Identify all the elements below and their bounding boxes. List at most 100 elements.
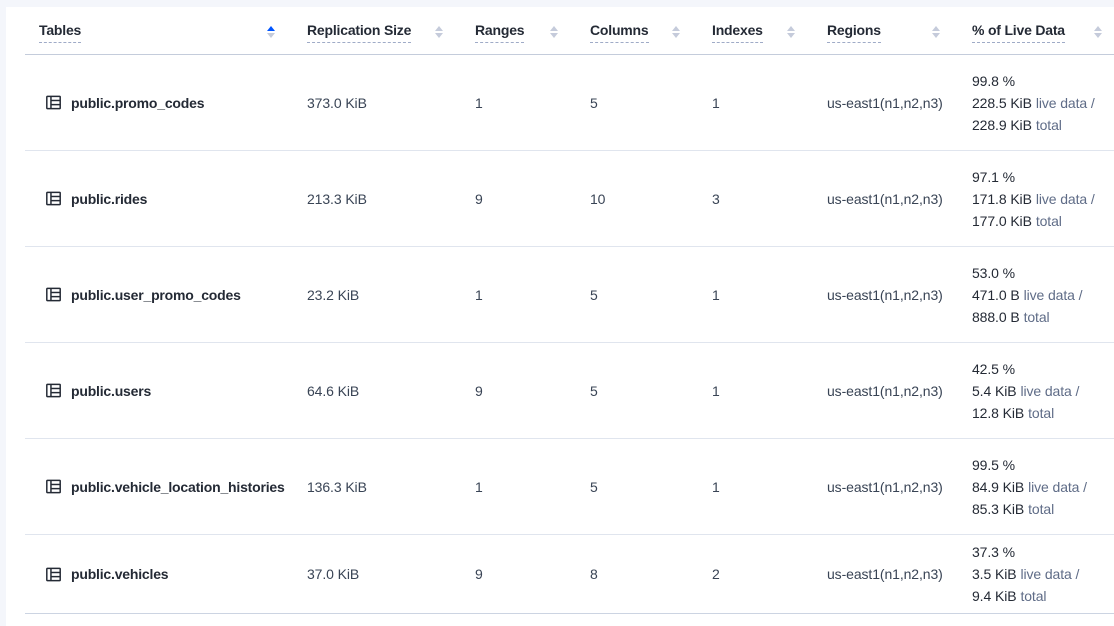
- column-header-label[interactable]: Tables: [39, 22, 81, 43]
- table-row[interactable]: public.promo_codes 373.0 KiB 1 5 1 us-ea…: [25, 55, 1114, 151]
- sort-icon[interactable]: [550, 26, 558, 38]
- total-size-label: total: [1035, 212, 1062, 229]
- live-size-label: live data /: [1035, 190, 1095, 207]
- total-size-value: 177.0 KiB: [972, 212, 1032, 229]
- table-name-link[interactable]: public.rides: [71, 190, 148, 207]
- live-data-line: 228.5 KiB live data /: [972, 92, 1102, 114]
- total-size-value: 12.8 KiB: [972, 404, 1025, 421]
- live-size-label: live data /: [1035, 94, 1095, 111]
- live-percent: 53.0 %: [972, 264, 1015, 281]
- sort-icon[interactable]: [267, 26, 275, 38]
- indexes-cell: 1: [712, 382, 720, 399]
- ranges-cell: 9: [475, 566, 483, 582]
- live-data-cell: 99.5 % 84.9 KiB live data / 85.3 KiB total: [952, 454, 1114, 520]
- live-size-value: 171.8 KiB: [972, 190, 1032, 207]
- column-header-label[interactable]: % of Live Data: [972, 22, 1065, 43]
- table-name-link[interactable]: public.user_promo_codes: [71, 286, 241, 303]
- column-header-label[interactable]: Replication Size: [307, 22, 411, 43]
- table-icon: [45, 566, 62, 583]
- live-percent: 99.5 %: [972, 456, 1015, 473]
- indexes-cell: 1: [712, 286, 720, 303]
- column-header-live-data[interactable]: % of Live Data: [952, 7, 1114, 54]
- table-row[interactable]: public.rides 213.3 KiB 9 10 3 us-east1(n…: [25, 151, 1114, 247]
- sort-up-arrow-icon: [550, 26, 558, 31]
- sort-up-arrow-icon: [1094, 26, 1102, 31]
- total-size-label: total: [1035, 116, 1062, 133]
- table-name-cell[interactable]: public.vehicle_location_histories: [25, 478, 287, 495]
- live-data-line: 84.9 KiB live data /: [972, 476, 1102, 498]
- live-data-cell: 37.3 % 3.5 KiB live data / 9.4 KiB total: [952, 541, 1114, 607]
- column-header-label[interactable]: Regions: [827, 22, 881, 43]
- table-header-row: Tables Replication Size Ranges Columns I…: [25, 7, 1114, 55]
- live-size-value: 3.5 KiB: [972, 566, 1017, 582]
- replication-size-cell: 23.2 KiB: [307, 286, 360, 303]
- sort-up-arrow-icon: [787, 26, 795, 31]
- table-name-link[interactable]: public.vehicle_location_histories: [71, 478, 285, 495]
- total-data-line: 177.0 KiB total: [972, 210, 1102, 232]
- column-header-label[interactable]: Ranges: [475, 22, 525, 43]
- table-row[interactable]: public.users 64.6 KiB 9 5 1 us-east1(n1,…: [25, 343, 1114, 439]
- regions-cell: us-east1(n1,n2,n3): [827, 286, 943, 303]
- column-header-columns[interactable]: Columns: [570, 7, 692, 54]
- regions-cell: us-east1(n1,n2,n3): [827, 190, 943, 207]
- live-size-value: 471.0 B: [972, 286, 1020, 303]
- total-size-label: total: [1023, 308, 1050, 325]
- sort-up-arrow-icon: [932, 26, 940, 31]
- sort-down-arrow-icon: [267, 33, 275, 38]
- sort-icon[interactable]: [435, 26, 443, 38]
- table-name-cell[interactable]: public.rides: [25, 190, 287, 207]
- table-name-link[interactable]: public.vehicles: [71, 566, 169, 582]
- sort-down-arrow-icon: [787, 33, 795, 38]
- column-header-tables[interactable]: Tables: [25, 7, 287, 54]
- column-header-label[interactable]: Indexes: [712, 22, 763, 43]
- total-size-label: total: [1028, 404, 1055, 421]
- column-header-ranges[interactable]: Ranges: [455, 7, 570, 54]
- table-icon: [45, 94, 62, 111]
- total-data-line: 12.8 KiB total: [972, 402, 1102, 424]
- total-size-label: total: [1028, 500, 1055, 517]
- live-percent: 37.3 %: [972, 544, 1015, 560]
- sort-down-arrow-icon: [672, 33, 680, 38]
- sort-down-arrow-icon: [932, 33, 940, 38]
- table-row[interactable]: public.user_promo_codes 23.2 KiB 1 5 1 u…: [25, 247, 1114, 343]
- regions-cell: us-east1(n1,n2,n3): [827, 566, 943, 582]
- live-size-value: 228.5 KiB: [972, 94, 1032, 111]
- table-name-cell[interactable]: public.user_promo_codes: [25, 286, 287, 303]
- column-header-regions[interactable]: Regions: [807, 7, 952, 54]
- replication-size-cell: 373.0 KiB: [307, 94, 367, 111]
- sort-icon[interactable]: [1094, 26, 1102, 38]
- table-row[interactable]: public.vehicles 37.0 KiB 9 8 2 us-east1(…: [25, 535, 1114, 614]
- column-header-indexes[interactable]: Indexes: [692, 7, 807, 54]
- live-data-cell: 42.5 % 5.4 KiB live data / 12.8 KiB total: [952, 358, 1114, 424]
- sort-icon[interactable]: [672, 26, 680, 38]
- indexes-cell: 3: [712, 190, 720, 207]
- columns-cell: 5: [590, 286, 598, 303]
- column-header-label[interactable]: Columns: [590, 22, 649, 43]
- live-size-value: 84.9 KiB: [972, 478, 1025, 495]
- total-data-line: 228.9 KiB total: [972, 114, 1102, 136]
- table-name-cell[interactable]: public.users: [25, 382, 287, 399]
- table-name-cell[interactable]: public.promo_codes: [25, 94, 287, 111]
- regions-cell: us-east1(n1,n2,n3): [827, 478, 943, 495]
- columns-cell: 5: [590, 94, 598, 111]
- table-name-cell[interactable]: public.vehicles: [25, 566, 287, 583]
- sort-down-arrow-icon: [1094, 33, 1102, 38]
- sort-icon[interactable]: [787, 26, 795, 38]
- table-row[interactable]: public.vehicle_location_histories 136.3 …: [25, 439, 1114, 535]
- table-name-link[interactable]: public.promo_codes: [71, 94, 205, 111]
- live-size-label: live data /: [1023, 286, 1083, 303]
- total-data-line: 9.4 KiB total: [972, 585, 1102, 607]
- columns-cell: 5: [590, 478, 598, 495]
- ranges-cell: 1: [475, 94, 483, 111]
- sort-icon[interactable]: [932, 26, 940, 38]
- total-size-label: total: [1020, 588, 1047, 604]
- regions-cell: us-east1(n1,n2,n3): [827, 94, 943, 111]
- replication-size-cell: 213.3 KiB: [307, 190, 367, 207]
- column-header-replication-size[interactable]: Replication Size: [287, 7, 455, 54]
- sort-up-arrow-icon: [435, 26, 443, 31]
- total-size-value: 85.3 KiB: [972, 500, 1025, 517]
- table-name-link[interactable]: public.users: [71, 382, 152, 399]
